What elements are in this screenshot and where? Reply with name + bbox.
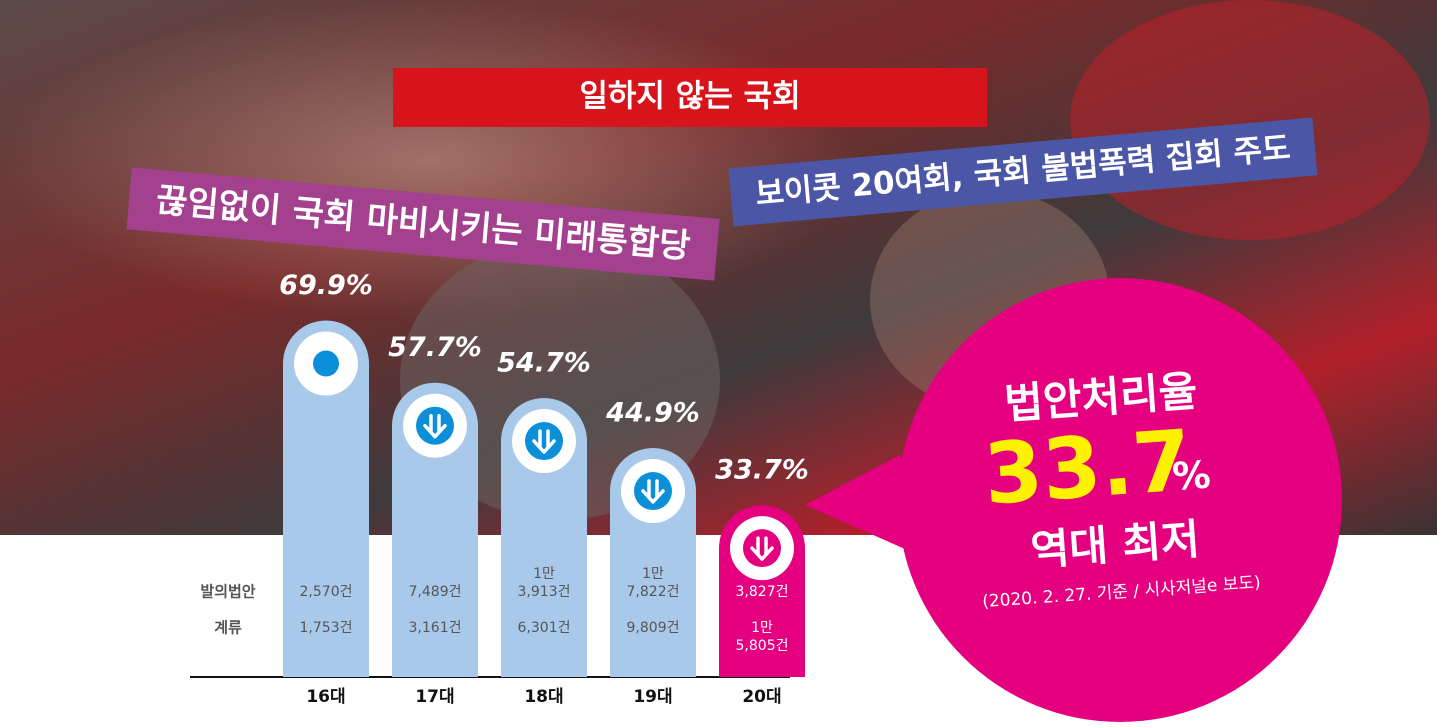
table-cell: 9,809건 xyxy=(627,620,680,636)
x-tick-label: 16대 xyxy=(306,687,345,707)
value-label: 33.7% xyxy=(715,455,809,486)
value-label: 57.7% xyxy=(388,332,482,363)
bar-icon-arrow xyxy=(750,536,774,561)
background-figure xyxy=(1070,0,1430,240)
callout-caption: 역대 최저 xyxy=(1029,514,1201,575)
table-cell: 5,805건 xyxy=(736,638,789,654)
bar-foot xyxy=(283,634,369,677)
x-tick-label: 18대 xyxy=(524,687,563,707)
bar-foot xyxy=(392,634,478,677)
table-cell: 3,913건 xyxy=(518,584,571,600)
table-cell: 2,570건 xyxy=(300,584,353,600)
bar xyxy=(501,398,587,677)
table-cell: 1,753건 xyxy=(300,620,353,636)
bar-icon xyxy=(634,472,672,511)
bar-icon-arrow xyxy=(532,429,556,454)
bar-icon-arrow xyxy=(423,413,447,439)
table-cell: 2만 xyxy=(751,566,773,582)
bars xyxy=(283,320,805,677)
chart-title: 일하지 않는 국회 xyxy=(579,79,800,115)
bar-foot xyxy=(719,634,805,677)
row-label: 발의법안 xyxy=(200,583,255,601)
subtitle-bg xyxy=(126,167,720,281)
subtitle-bg xyxy=(728,117,1318,227)
labels: 69.9% 16대 57.7% 17대 54.7% 18대 44.9% 19대 33.7% 20대… xyxy=(200,270,808,707)
callout-bubble xyxy=(898,278,1342,722)
table-cell: 3,827건 xyxy=(736,584,789,600)
bar-icon-dot xyxy=(313,350,339,377)
row-label: 계류 xyxy=(214,619,242,637)
bar-foot xyxy=(610,634,696,677)
bar-foot xyxy=(501,634,587,677)
bar xyxy=(283,320,369,677)
bar-icon-arrow xyxy=(641,479,665,504)
callout-pointer xyxy=(805,455,930,560)
title-banner xyxy=(393,68,987,127)
table-cell: 7,822건 xyxy=(627,584,680,600)
table-cell: 6,301건 xyxy=(518,620,571,636)
x-tick-label: 20대 xyxy=(742,687,781,707)
table-cell: 1만 xyxy=(642,566,664,582)
table-cell: 3,161건 xyxy=(409,620,462,636)
callout-unit: % xyxy=(1171,452,1212,499)
x-tick-label: 17대 xyxy=(415,687,454,707)
bar-icon xyxy=(743,529,781,568)
callout: 법안처리율 33.7 % 역대 최저 (2020. 2. 27. 기준 / 시사… xyxy=(805,278,1342,722)
table-cell: 7,489건 xyxy=(409,584,462,600)
x-tick-label: 19대 xyxy=(633,687,672,707)
value-label: 44.9% xyxy=(605,398,700,429)
bar xyxy=(392,382,478,677)
bar-icon xyxy=(525,422,563,461)
bar-icon xyxy=(416,406,454,445)
background-figure xyxy=(400,240,720,520)
table-cell: 1만 xyxy=(533,566,555,582)
value-label: 69.9% xyxy=(279,270,373,301)
callout-value: 33.7 xyxy=(981,411,1195,523)
value-label: 54.7% xyxy=(497,348,591,379)
table-cell: 1만 xyxy=(751,620,773,636)
